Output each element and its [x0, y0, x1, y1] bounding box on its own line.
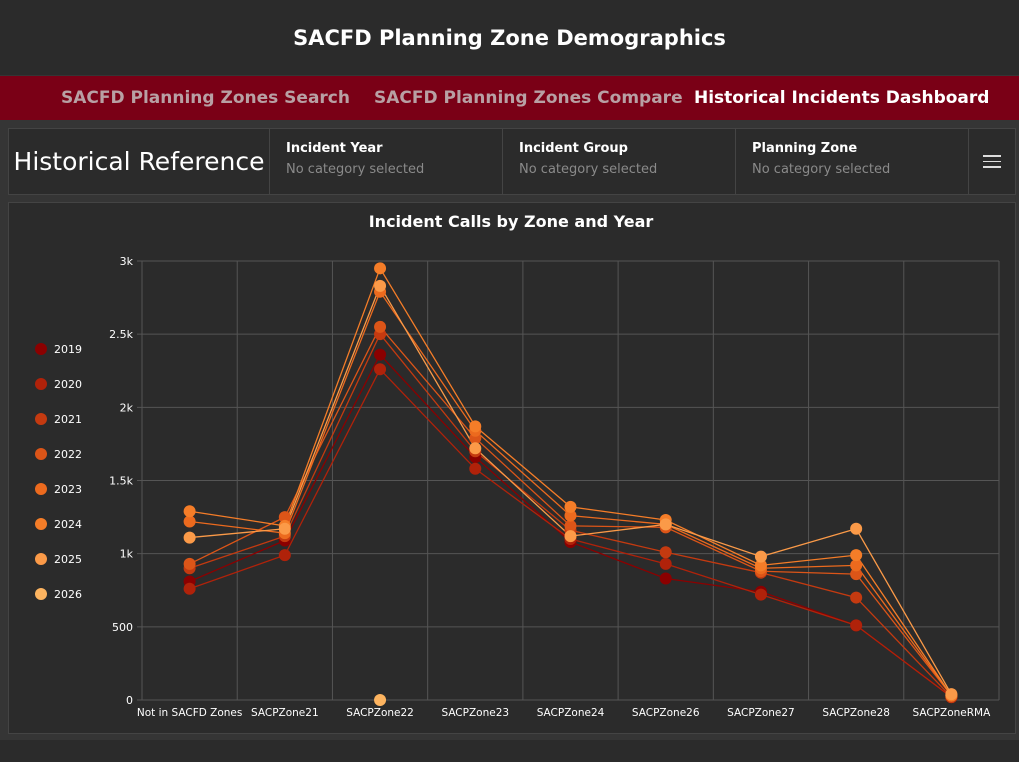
data-point-2025[interactable]	[183, 531, 196, 544]
data-point-2026[interactable]	[374, 694, 387, 706]
data-point-2021[interactable]	[850, 591, 863, 604]
data-point-2024[interactable]	[374, 262, 387, 275]
legend-swatch	[35, 553, 47, 565]
data-point-2022[interactable]	[850, 568, 863, 581]
data-point-2024[interactable]	[850, 549, 863, 562]
data-point-2024[interactable]	[183, 505, 196, 518]
data-point-2025[interactable]	[945, 688, 958, 701]
chart-title: Incident Calls by Zone and Year	[369, 212, 654, 231]
y-tick-label: 2k	[120, 401, 134, 414]
x-tick-label: SACPZone22	[346, 707, 414, 719]
filter-incident-group[interactable]: Incident Group No category selected	[503, 129, 736, 194]
data-point-2022[interactable]	[374, 320, 387, 333]
tab-zones-search[interactable]: SACFD Planning Zones Search	[61, 88, 350, 108]
legend-label: 2019	[54, 343, 82, 356]
legend-label: 2022	[54, 448, 82, 461]
legend-label: 2026	[54, 588, 82, 601]
x-tick-label: SACPZone24	[537, 707, 605, 719]
filter-value: No category selected	[286, 162, 425, 177]
legend-label: 2025	[54, 553, 82, 566]
x-tick-label: SACPZone21	[251, 707, 319, 719]
legend-item-2023[interactable]: 2023	[35, 483, 82, 496]
legend-label: 2024	[54, 518, 82, 531]
filter-label: Incident Year	[286, 141, 383, 156]
nav-bar: SACFD Planning Zones Search SACFD Planni…	[0, 76, 1019, 120]
data-point-2025[interactable]	[564, 530, 577, 543]
filter-incident-year[interactable]: Incident Year No category selected	[270, 129, 503, 194]
legend-swatch	[35, 588, 47, 600]
data-point-2020[interactable]	[374, 363, 387, 376]
y-tick-label: 2.5k	[109, 328, 133, 341]
filter-planning-zone[interactable]: Planning Zone No category selected	[736, 129, 969, 194]
x-tick-label: Not in SACFD Zones	[137, 707, 243, 719]
legend-item-2026[interactable]: 2026	[35, 588, 82, 601]
legend-label: 2023	[54, 483, 82, 496]
data-point-2023[interactable]	[850, 559, 863, 572]
x-tick-label: SACPZone27	[727, 707, 795, 719]
filter-label: Planning Zone	[752, 141, 858, 156]
x-tick-label: SACPZone28	[822, 707, 890, 719]
chart-panel	[8, 202, 1016, 734]
legend-swatch	[35, 343, 47, 355]
legend-item-2020[interactable]: 2020	[35, 378, 82, 391]
legend-swatch	[35, 413, 47, 425]
legend-item-2019[interactable]: 2019	[35, 343, 82, 356]
legend-item-2021[interactable]: 2021	[35, 413, 82, 426]
legend-item-2025[interactable]: 2025	[35, 553, 82, 566]
y-tick-label: 1.5k	[109, 475, 133, 488]
hamburger-menu-icon[interactable]	[969, 129, 1015, 194]
app-title: SACFD Planning Zone Demographics	[293, 25, 726, 50]
footer-bar	[0, 740, 1019, 762]
legend-swatch	[35, 378, 47, 390]
data-point-2025[interactable]	[374, 279, 387, 292]
data-point-2023[interactable]	[183, 515, 196, 528]
data-point-2020[interactable]	[659, 557, 672, 570]
filter-label: Incident Group	[519, 141, 628, 156]
filter-bar: Historical Reference Incident Year No ca…	[8, 128, 1016, 195]
data-point-2019[interactable]	[374, 348, 387, 361]
filter-value: No category selected	[519, 162, 658, 177]
data-point-2022[interactable]	[183, 557, 196, 570]
y-tick-label: 1k	[120, 548, 134, 561]
legend-label: 2021	[54, 413, 82, 426]
data-point-2020[interactable]	[850, 619, 863, 632]
app-header: SACFD Planning Zone Demographics	[0, 0, 1019, 75]
data-point-2022[interactable]	[278, 511, 291, 524]
y-tick-label: 500	[112, 621, 133, 634]
series-line-2023	[189, 290, 952, 696]
y-tick-label: 0	[126, 694, 133, 707]
tab-zones-compare[interactable]: SACFD Planning Zones Compare	[374, 88, 683, 108]
data-point-2025[interactable]	[754, 550, 767, 563]
data-point-2020[interactable]	[469, 462, 482, 475]
data-point-2020[interactable]	[754, 588, 767, 601]
data-point-2024[interactable]	[469, 420, 482, 433]
data-point-2025[interactable]	[850, 522, 863, 535]
legend-item-2022[interactable]: 2022	[35, 448, 82, 461]
data-point-2023[interactable]	[564, 509, 577, 522]
data-point-2024[interactable]	[564, 500, 577, 513]
data-point-2024[interactable]	[754, 559, 767, 572]
y-tick-label: 3k	[120, 255, 134, 268]
tab-historical-dashboard[interactable]: Historical Incidents Dashboard	[694, 88, 990, 108]
filter-value: No category selected	[752, 162, 891, 177]
data-point-2025[interactable]	[659, 518, 672, 531]
data-point-2025[interactable]	[278, 522, 291, 535]
x-tick-label: SACPZone26	[632, 707, 700, 719]
legend-swatch	[35, 518, 47, 530]
x-tick-label: SACPZoneRMA	[912, 707, 991, 719]
data-point-2022[interactable]	[564, 519, 577, 532]
data-point-2021[interactable]	[659, 546, 672, 559]
legend-label: 2020	[54, 378, 82, 391]
series-line-2025	[189, 284, 952, 695]
data-point-2019[interactable]	[659, 572, 672, 585]
legend-swatch	[35, 483, 47, 495]
legend-item-2024[interactable]: 2024	[35, 518, 82, 531]
legend-swatch	[35, 448, 47, 460]
data-point-2020[interactable]	[183, 582, 196, 595]
data-point-2025[interactable]	[469, 442, 482, 455]
x-tick-label: SACPZone23	[441, 707, 509, 719]
filter-bar-title: Historical Reference	[9, 129, 270, 194]
data-point-2020[interactable]	[278, 549, 291, 562]
